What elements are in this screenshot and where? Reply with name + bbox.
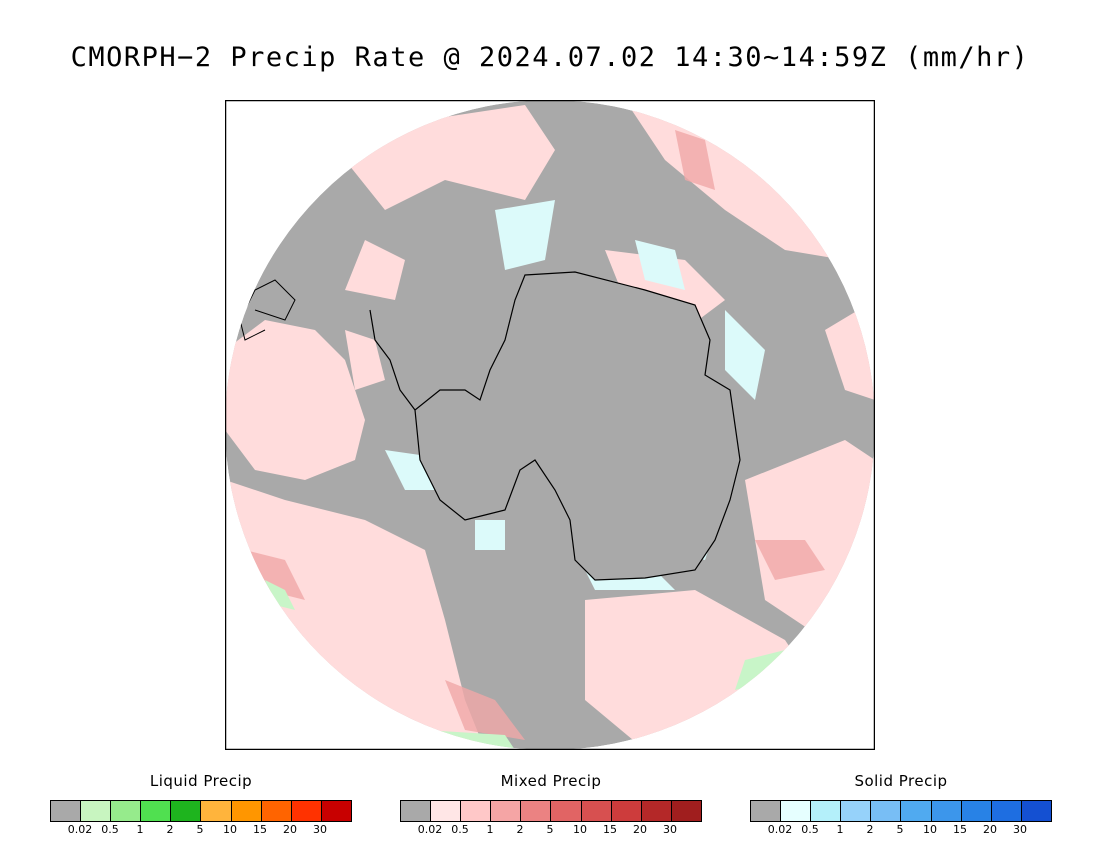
legend-swatch: [671, 801, 701, 821]
legend-swatch: [581, 801, 612, 821]
legend-ticks-liquid: 0.02 0.5 1 2 5 10 15 20 30: [50, 823, 350, 837]
legend-tick-label: 30: [663, 823, 677, 836]
legend-tick-label: 0.5: [801, 823, 819, 836]
precip-map-svg: [225, 100, 875, 750]
legend-swatch: [291, 801, 322, 821]
legend-swatch: [841, 801, 872, 821]
legend-swatch: [81, 801, 112, 821]
legend-swatch: [51, 801, 82, 821]
legend-swatch: [751, 801, 782, 821]
legend-tick-label: 20: [283, 823, 297, 836]
legend-tick-label: 30: [313, 823, 327, 836]
map-title: CMORPH−2 Precip Rate @ 2024.07.02 14:30~…: [70, 42, 1030, 73]
legend-tick-label: 0.02: [67, 823, 93, 836]
legend-tick-label: 5: [546, 823, 554, 836]
legend-tick-label: 2: [866, 823, 874, 836]
legend-title-solid: Solid Precip: [854, 772, 948, 790]
legend-swatch: [991, 801, 1022, 821]
legend-tick-label: 0.5: [101, 823, 119, 836]
legend-swatch: [551, 801, 582, 821]
heavier-mixed-precip: [245, 130, 825, 740]
legend-tick-label: 1: [836, 823, 844, 836]
antarctica-land: [414, 271, 741, 581]
legend-tick-label: 2: [516, 823, 524, 836]
legend-swatch: [871, 801, 902, 821]
legend-swatch: [961, 801, 992, 821]
legend-tick-label: 20: [633, 823, 647, 836]
legend-mixed: Mixed Precip 0.02 0.5 1 2 5 10 15 20 30: [400, 772, 702, 842]
legend-swatch: [321, 801, 351, 821]
legend-swatch: [401, 801, 432, 821]
legend-tick-label: 0.5: [451, 823, 469, 836]
legend-swatch: [261, 801, 292, 821]
legend-title-mixed: Mixed Precip: [500, 772, 602, 790]
legend-swatch: [1021, 801, 1051, 821]
legend-liquid: Liquid Precip 0.02 0.5 1 2 5 10 15 20 30: [50, 772, 352, 842]
legend-tick-label: 15: [603, 823, 617, 836]
legend-bar-liquid: [50, 800, 352, 822]
legend-tick-label: 10: [923, 823, 937, 836]
legend-swatch: [431, 801, 462, 821]
legend-ticks-solid: 0.02 0.5 1 2 5 10 15 20 30: [750, 823, 1050, 837]
legend-swatch: [141, 801, 172, 821]
legend-swatch: [201, 801, 232, 821]
legend-tick-label: 0.02: [767, 823, 793, 836]
legend-swatch: [811, 801, 842, 821]
legend-solid: Solid Precip 0.02 0.5 1 2 5 10 15 20 30: [750, 772, 1052, 842]
legend-swatch: [781, 801, 812, 821]
legend-swatch: [641, 801, 672, 821]
legend-ticks-mixed: 0.02 0.5 1 2 5 10 15 20 30: [400, 823, 700, 837]
legend-swatch: [931, 801, 962, 821]
legend-swatch: [611, 801, 642, 821]
precip-field: [225, 100, 875, 750]
legend-tick-label: 1: [486, 823, 494, 836]
legend-swatch: [461, 801, 492, 821]
legend-tick-label: 30: [1013, 823, 1027, 836]
map-border: [225, 100, 875, 750]
legend-tick-label: 10: [223, 823, 237, 836]
legend-tick-label: 5: [896, 823, 904, 836]
legend-swatch: [231, 801, 262, 821]
legend-tick-label: 0.02: [417, 823, 443, 836]
legend-bar-solid: [750, 800, 1052, 822]
legend-swatch: [111, 801, 142, 821]
legend-tick-label: 15: [953, 823, 967, 836]
antarctic-peninsula: [369, 309, 416, 411]
polar-map: [225, 100, 875, 750]
legend-tick-label: 1: [136, 823, 144, 836]
legend-tick-label: 10: [573, 823, 587, 836]
legend-swatch: [521, 801, 552, 821]
south-america-coast: [239, 279, 296, 341]
legend-tick-label: 5: [196, 823, 204, 836]
legend-tick-label: 15: [253, 823, 267, 836]
legend-swatch: [901, 801, 932, 821]
legend-swatch: [491, 801, 522, 821]
legend-title-liquid: Liquid Precip: [149, 772, 253, 790]
legend-tick-label: 20: [983, 823, 997, 836]
legend-tick-label: 2: [166, 823, 174, 836]
legend-bar-mixed: [400, 800, 702, 822]
legend-swatch: [171, 801, 202, 821]
